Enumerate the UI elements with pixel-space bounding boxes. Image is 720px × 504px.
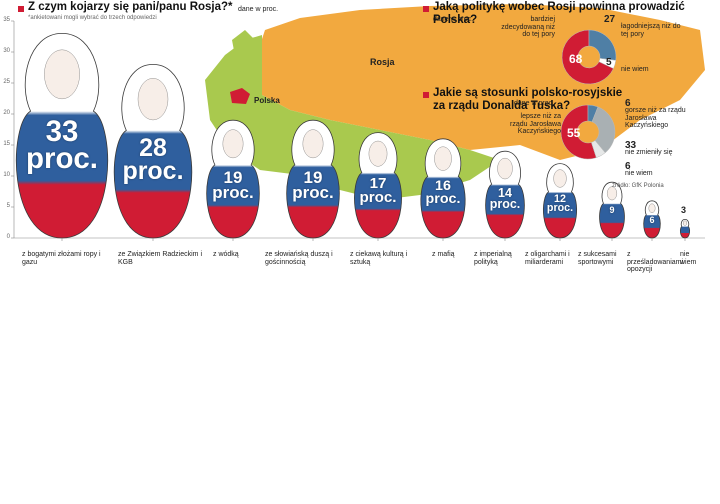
doll [420, 138, 466, 239]
pie-slice [591, 140, 606, 158]
doll-face [434, 146, 452, 171]
x-tick-label: z imperialną polityką [474, 251, 512, 266]
doll [354, 132, 402, 239]
map-label: Rosja [370, 57, 395, 67]
slice-value: 27 [604, 14, 616, 25]
doll [643, 200, 661, 239]
value-label: 16 proc. [425, 178, 461, 208]
doll [16, 32, 108, 239]
value-label: 14 proc. [489, 185, 521, 211]
slice-value: 33 [625, 140, 637, 151]
x-tick-label: ze Związkiem Radzieckim i KGB [118, 251, 203, 266]
slice-label: bardziej zdecydowaną niż do tej pory [501, 16, 555, 39]
doll-face [44, 49, 80, 100]
value-label: 3 [681, 205, 687, 216]
x-tick-label: ze słowiańską duszą i gościnnością [265, 251, 333, 266]
x-tick-label: z oligarchami i miliarderami [525, 251, 570, 266]
x-tick-label: nie wiem [680, 251, 697, 266]
y-tick-label: 10 [3, 172, 10, 178]
subtitle: dane w proc. [238, 6, 279, 13]
doll-face [137, 78, 169, 121]
subtitle: dane w proc. [514, 100, 555, 107]
doll-face [553, 169, 567, 188]
doll [286, 119, 340, 239]
doll-face [648, 203, 656, 213]
doll-face [368, 140, 388, 167]
slice-label: gorsze niż za rządu Jarosława Kaczyńskie… [625, 107, 686, 130]
doll [543, 163, 577, 239]
slice-value: 68 [569, 52, 583, 66]
doll-face [683, 220, 688, 226]
x-tick-label: z mafią [432, 251, 455, 258]
chart [11, 4, 705, 241]
doll [599, 181, 625, 239]
slice-label: nie wiem [621, 66, 649, 73]
x-tick-label: z sukcesami sportowymi [578, 251, 617, 266]
value-label: 12 proc. [546, 192, 574, 215]
y-tick-label: 20 [3, 110, 10, 116]
note: *ankietowani mogli wybrać do trzech odpo… [28, 15, 157, 21]
pie-title: Jaką politykę wobec Rosji powinna prowad… [433, 1, 685, 26]
y-tick-label: 0 [6, 234, 10, 240]
doll [485, 150, 525, 239]
x-tick-label: z prześladowaniami opozycji [627, 251, 684, 274]
source: źródło: GfK Polonia [612, 183, 664, 189]
chart-title: Z czym kojarzy się pani/panu Rosja?* [28, 1, 233, 13]
slice-value: 5 [606, 57, 612, 68]
slice-label: łagodniejszą niż do tej pory [621, 23, 681, 38]
value-label: 17 proc. [359, 174, 397, 206]
slice-value: 55 [567, 126, 581, 140]
pie-slice [561, 29, 614, 85]
value-label: 6 [649, 215, 655, 226]
slice-value: 6 [625, 161, 631, 172]
doll-face [497, 157, 513, 180]
doll-face [606, 186, 618, 201]
y-tick-label: 5 [6, 203, 10, 209]
slice-label: lepsze niż za rządu Jarosława Kaczyńskie… [510, 113, 561, 136]
x-tick-label: z bogatymi złożami ropy i gazu [22, 251, 101, 266]
slice-label: nie zmieniły się [625, 149, 673, 156]
doll [679, 218, 691, 239]
pie-slice [560, 104, 597, 160]
y-tick-label: 30 [3, 48, 10, 54]
subtitle: dane w proc. [433, 16, 474, 23]
x-tick-label: z ciekawą kulturą i sztuką [350, 251, 408, 266]
doll [113, 63, 193, 239]
slice-value: 6 [625, 98, 631, 109]
bullet [423, 92, 429, 98]
y-tick-label: 35 [3, 17, 10, 23]
bullet [423, 6, 429, 12]
value-label: 28 proc. [122, 134, 184, 185]
pie-slice [598, 58, 617, 69]
pie-title: Jakie są stosunki polsko-rosyjskie za rz… [433, 87, 623, 112]
value-label: 33 proc. [25, 115, 98, 175]
x-tick-label: z wódką [213, 251, 239, 258]
value-label: 9 [609, 204, 615, 215]
bullet [18, 6, 24, 12]
map-label: Polska [254, 96, 280, 105]
doll [206, 119, 260, 239]
value-label: 19 proc. [212, 167, 254, 202]
y-tick-label: 15 [3, 141, 10, 147]
slice-label: nie wiem [625, 170, 653, 177]
value-label: 19 proc. [292, 167, 334, 202]
doll-face [222, 129, 244, 159]
y-tick-label: 25 [3, 79, 10, 85]
doll-face [302, 129, 324, 159]
